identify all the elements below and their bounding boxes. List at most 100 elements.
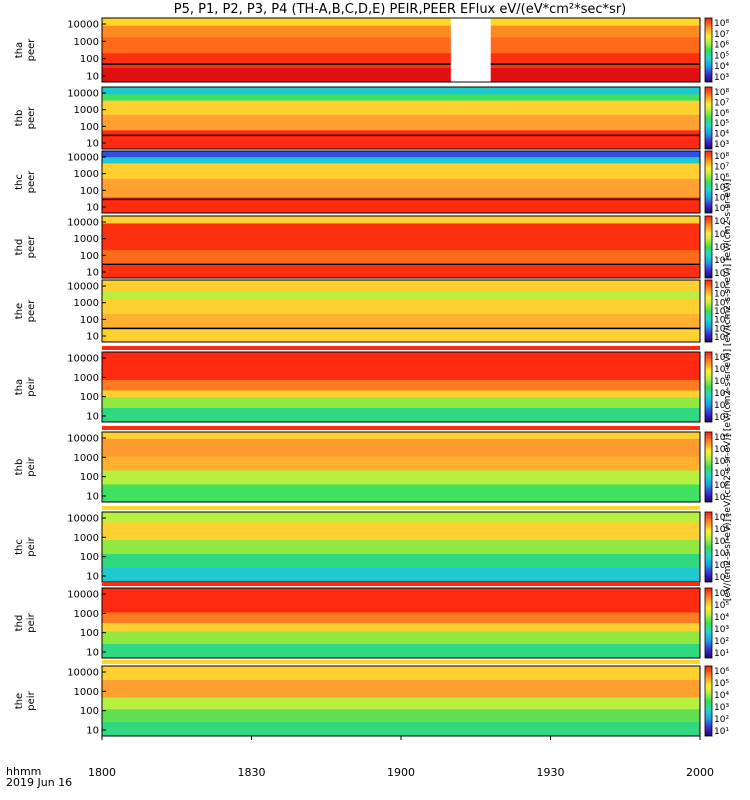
colorbar-tick-label: 10⁶ xyxy=(714,667,729,677)
y-tick-label: 1000 xyxy=(74,373,99,384)
panel-thb-peir: 10000 1000 100 10 thb peir 10⁶ 10⁵ 10⁴ 10³ 10² 10¹ xyxy=(14,431,729,503)
y-tick-label: 1000 xyxy=(74,533,99,544)
colorbar-tick-label: 10⁴ xyxy=(714,377,729,387)
panel-thc-peir: 10000 1000 100 10 thc peir 10⁶ 10⁵ 10⁴ 10³ 10² 10¹ xyxy=(14,511,729,583)
panel-instrument-label: peer xyxy=(26,170,37,194)
y-tick-label: 1000 xyxy=(74,298,99,309)
colorbar-tick-label: 10³ xyxy=(714,549,729,559)
colorbar-tick-label: 10⁸ xyxy=(714,19,729,29)
colorbar xyxy=(704,215,713,279)
colorbar-tick-label: 10³ xyxy=(714,625,729,635)
colorbar-tick-label: 10⁴ xyxy=(714,537,729,547)
panel-the-peir: 10000 1000 100 10 the peir 10⁶ 10⁵ 10⁴ 10³ 10² 10¹ xyxy=(14,665,729,737)
data-gap xyxy=(450,18,491,82)
colorbar-tick-label: 10³ xyxy=(714,703,729,713)
time-axis-format: hhmm xyxy=(6,765,42,778)
colorbar-tick-label: 10³ xyxy=(714,389,729,399)
y-tick-label: 10000 xyxy=(67,668,99,679)
spectrogram-band xyxy=(102,709,700,723)
spectrogram-band xyxy=(102,37,700,54)
panel-instrument-label: peer xyxy=(26,235,37,259)
panel-probe-label: thd xyxy=(14,615,25,632)
x-tick-label: 1930 xyxy=(536,766,565,779)
panel-probe-label: tha xyxy=(14,379,25,395)
y-tick-label: 10 xyxy=(86,332,99,343)
panel-probe-label: thc xyxy=(14,174,25,190)
colorbar xyxy=(704,431,713,503)
colorbar-tick-label: 10³ xyxy=(714,269,729,279)
panel-probe-label: the xyxy=(14,693,25,709)
colorbar-tick-label: 10¹ xyxy=(714,649,729,659)
spectrogram-band xyxy=(102,197,700,214)
y-tick-label: 100 xyxy=(80,472,99,483)
colorbar-tick-label: 10⁴ xyxy=(714,691,729,701)
y-tick-label: 1000 xyxy=(74,169,99,180)
colorbar-tick-label: 10¹ xyxy=(714,493,729,503)
y-tick-label: 10000 xyxy=(67,514,99,525)
y-tick-label: 1000 xyxy=(74,453,99,464)
panel-frame xyxy=(101,351,701,423)
y-tick-label: 100 xyxy=(80,628,99,639)
spectrogram-band xyxy=(102,250,700,267)
colorbar-tick-label: 10¹ xyxy=(714,573,729,583)
colorbar-tick-label: 10⁵ xyxy=(714,525,729,535)
colorbar-tick-label: 10⁷ xyxy=(714,30,729,40)
spectrogram-band xyxy=(102,644,700,659)
spectrogram-band xyxy=(102,456,700,471)
y-tick-label: 100 xyxy=(80,251,99,262)
spectrogram-band xyxy=(102,87,700,95)
spectrogram-band xyxy=(102,280,700,292)
colorbar-tick-label: 10¹ xyxy=(714,413,729,423)
panel-the-peer: 10000 1000 100 10 the peer 10⁸10⁷10⁶10⁵10⁴10³1… xyxy=(14,279,729,343)
spectrogram-band xyxy=(102,178,700,198)
colorbar-tick-label: 10⁵ xyxy=(714,365,729,375)
panel-separator xyxy=(102,506,700,510)
panel-probe-label: thd xyxy=(14,239,25,256)
spectrogram-band xyxy=(102,53,700,69)
colorbar-tick-label: 10⁴ xyxy=(714,194,729,204)
spectrogram-band xyxy=(102,352,700,381)
colorbar-tick-label: 10⁶ xyxy=(714,41,729,51)
y-tick-label: 1000 xyxy=(74,37,99,48)
y-tick-label: 10000 xyxy=(67,434,99,445)
colorbar-tick-label: 10⁴ xyxy=(714,256,729,266)
y-tick-label: 10000 xyxy=(67,153,99,164)
panel-thd-peer: 10000 1000 100 10 thd peer 10⁷ 10⁶ 10⁵ 10⁴ 10³ xyxy=(14,215,729,279)
y-tick-label: 10 xyxy=(86,726,99,737)
x-tick-label: 2000 xyxy=(686,766,714,779)
time-axis-label: hhmm 2019 Jun 16 xyxy=(6,766,72,788)
x-tick-label: 1830 xyxy=(237,766,266,779)
y-tick-label: 10 xyxy=(86,203,99,214)
colorbar-tick-label: 10⁷ xyxy=(714,162,729,172)
panel-frame xyxy=(101,215,701,279)
panel-thd-peir: 10000 1000 100 10 thd peir 10⁶ 10⁵ 10⁴ 10³ 10² 10¹ xyxy=(14,587,729,659)
spectrogram-band xyxy=(102,408,700,423)
panel-frame xyxy=(101,279,701,343)
spectrogram-band xyxy=(102,151,700,158)
colorbar-tick-label: 10⁵ xyxy=(714,445,729,455)
colorbar-tick-label: 10⁷ xyxy=(714,290,729,300)
panel-instrument-label: peir xyxy=(26,612,37,632)
colorbar xyxy=(704,511,713,583)
colorbar-tick-label: 10⁴ xyxy=(714,62,729,72)
colorbar-tick-label: 10⁸ xyxy=(714,281,729,291)
y-tick-label: 10000 xyxy=(67,89,99,100)
panel-instrument-label: peer xyxy=(26,299,37,323)
colorbar-tick-label: 10⁵ xyxy=(714,601,729,611)
spectrogram-band xyxy=(102,18,700,27)
y-tick-label: 1000 xyxy=(74,234,99,245)
panel-frame xyxy=(101,150,701,214)
colorbar-tick-label: 10² xyxy=(714,561,729,571)
colorbar-tick-label: 10⁵ xyxy=(714,679,729,689)
panel-frame xyxy=(101,587,701,659)
panel-separator xyxy=(102,660,700,664)
y-tick-label: 100 xyxy=(80,706,99,717)
panel-instrument-label: peir xyxy=(26,690,37,710)
colorbar-tick-label: 10³ xyxy=(714,324,729,334)
y-tick-label: 100 xyxy=(80,552,99,563)
colorbar-tick-label: 10⁷ xyxy=(714,217,729,227)
